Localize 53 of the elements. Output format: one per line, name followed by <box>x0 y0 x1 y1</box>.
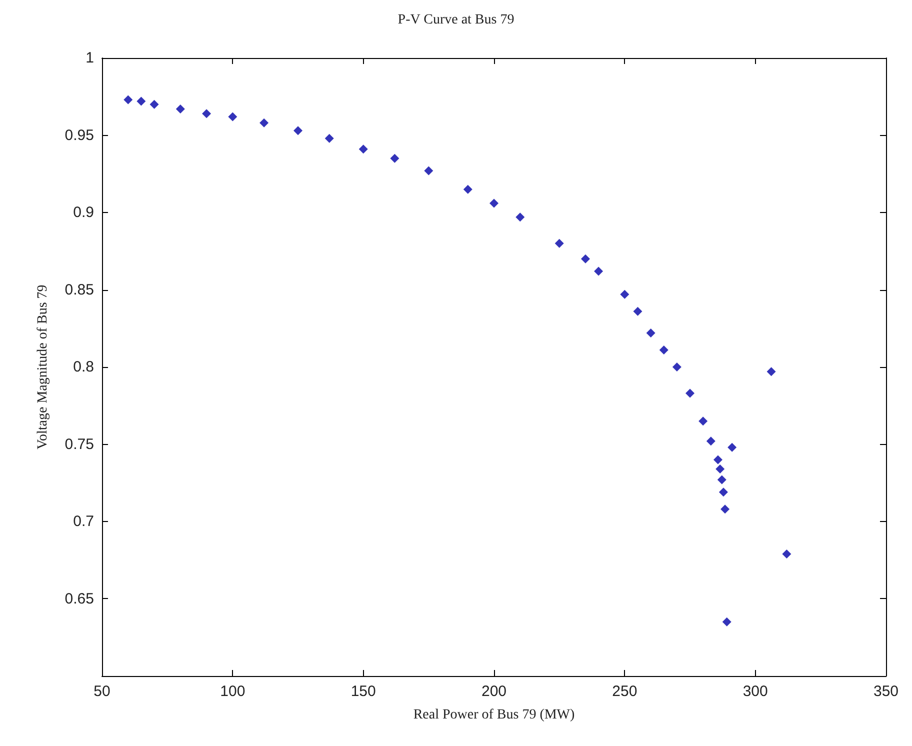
point <box>124 95 133 104</box>
point <box>782 549 792 558</box>
x-tick-label: 150 <box>350 683 376 700</box>
point <box>633 306 642 316</box>
point <box>390 154 400 163</box>
point <box>722 617 732 626</box>
chart-title: P-V Curve at Bus 79 <box>398 12 514 28</box>
x-tick-label: 50 <box>94 683 110 700</box>
point <box>294 126 302 136</box>
point <box>554 238 564 248</box>
point <box>594 266 604 276</box>
point <box>713 455 722 464</box>
point <box>620 290 630 299</box>
point <box>717 475 726 484</box>
x-tick-label: 250 <box>612 683 638 700</box>
y-tick-label: 0.95 <box>64 126 94 144</box>
x-axis-title: Real Power of Bus 79 (MW) <box>413 708 576 722</box>
point <box>260 118 269 128</box>
point <box>766 367 776 376</box>
y-axis-title: Voltage Magnitude of Bus 79 <box>36 284 50 450</box>
point <box>728 442 737 452</box>
point <box>136 96 146 106</box>
point <box>324 134 334 143</box>
point <box>580 254 590 264</box>
point <box>706 436 716 446</box>
point <box>358 144 368 154</box>
point <box>646 328 656 338</box>
y-tick-label: 0.85 <box>64 281 94 298</box>
point <box>228 112 238 122</box>
point <box>720 504 730 514</box>
point <box>698 416 708 426</box>
point <box>490 198 498 208</box>
x-tick-label: 350 <box>873 683 899 700</box>
point <box>202 109 212 118</box>
point <box>516 212 525 222</box>
y-tick-label: 0.9 <box>73 204 94 221</box>
y-tick-label: 0.75 <box>64 436 94 453</box>
point <box>686 388 694 398</box>
point <box>672 362 682 372</box>
point <box>659 346 668 355</box>
point <box>716 464 725 474</box>
y-tick-label: 0.65 <box>64 590 94 608</box>
point <box>718 488 728 497</box>
x-tick-label: 100 <box>220 683 246 700</box>
point <box>463 184 472 194</box>
y-tick-label: 0.8 <box>73 358 94 376</box>
y-tick-label: 0.7 <box>73 513 94 530</box>
point <box>176 104 185 114</box>
x-tick-label: 200 <box>481 683 507 700</box>
x-tick-label: 300 <box>742 683 768 700</box>
point <box>150 100 159 109</box>
y-tick-label: 1 <box>86 50 94 66</box>
point <box>424 166 434 176</box>
